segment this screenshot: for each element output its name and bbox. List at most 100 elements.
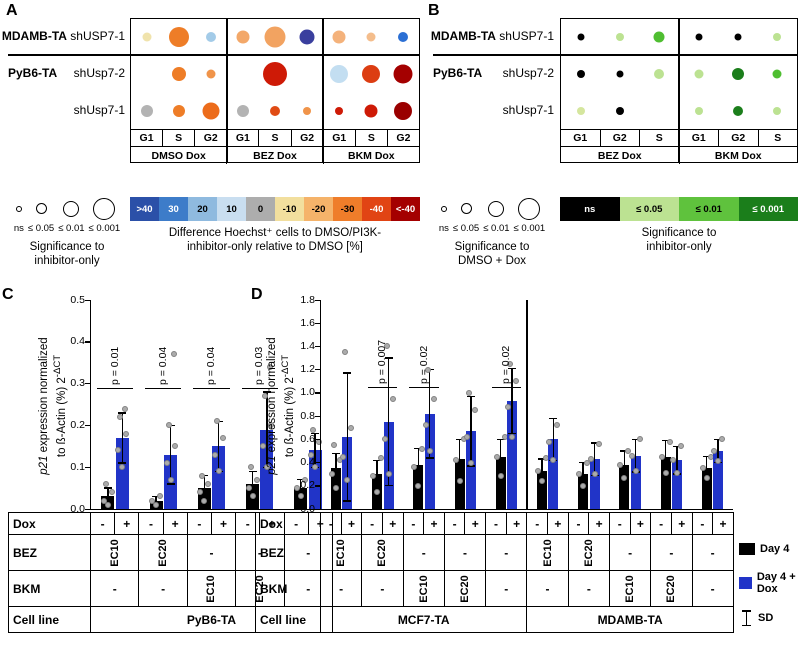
y-axis-tick (84, 341, 90, 343)
error-bar-cap (262, 391, 271, 393)
data-bubble (694, 106, 703, 115)
condition-cell: - (186, 512, 212, 535)
data-point (253, 476, 260, 483)
data-point (122, 405, 129, 412)
condition-cell: + (464, 512, 487, 535)
data-point (213, 418, 220, 425)
bar-day4-dox (589, 459, 600, 509)
sd-icon-cap-bottom (741, 624, 751, 626)
data-point (621, 474, 628, 481)
table-row: Cell line MCF7-TA MDAMB-TA (255, 606, 734, 633)
circle-wrap (518, 196, 541, 221)
data-point (385, 471, 392, 478)
colorbar-segment: 30 (159, 197, 188, 221)
table-row: BKM - - EC10 EC20- - - EC10 EC20- (255, 570, 734, 607)
data-bubble (142, 32, 152, 42)
y-axis-label-line1: p21 expression normalized (266, 337, 278, 475)
p-value-label: p = 0.01 (108, 346, 121, 385)
data-bubble (772, 69, 782, 79)
data-point (628, 452, 635, 459)
error-bar-cap (311, 433, 320, 435)
y-axis-tick (314, 462, 320, 464)
error-bar (593, 442, 596, 476)
data-bubble (141, 104, 153, 117)
condition-cell: - (485, 512, 507, 535)
error-bar-cap (166, 483, 175, 485)
panel-b-label: B (428, 2, 440, 19)
condition-cell: - (443, 534, 487, 571)
y-tick-label: 0.8 (300, 409, 315, 422)
condition-cell: - (691, 570, 734, 607)
error-bar-cap (331, 452, 340, 454)
y-axis-tick (314, 415, 320, 417)
significance-circle (440, 205, 447, 212)
data-point (389, 395, 396, 402)
condition-cell: - (138, 570, 188, 607)
bar-day4-dox (671, 460, 682, 509)
rotated-ec-label: EC10 (624, 574, 637, 603)
error-bar-cap (296, 479, 305, 481)
phase-header: G1 (226, 130, 258, 146)
phase-header: S (162, 130, 194, 146)
day4-swatch (739, 543, 755, 555)
data-bubble (616, 106, 624, 115)
y-tick-label: 0.0 (70, 502, 85, 515)
error-bar-cap (714, 438, 723, 441)
data-bubble (303, 106, 311, 115)
error-bar-cap (384, 485, 393, 487)
error-bar-cap (508, 432, 517, 435)
data-bubble (264, 26, 286, 48)
data-bubble (773, 106, 782, 115)
error-bar (335, 453, 337, 484)
exponent: -ΔCT (279, 354, 291, 378)
colorbar-segment: ≤ 0.01 (679, 197, 739, 221)
size-legend-item: ≤ 0.001 (514, 196, 545, 234)
data-point (171, 443, 178, 450)
condition-table-d: Dox - + - + - + - + - + - + - + - + - + - + BEZ EC10 EC20- - - EC1… (255, 512, 734, 633)
error-bar (635, 439, 637, 472)
bar-day4 (495, 456, 506, 509)
colorbar-segment: -40 (362, 197, 391, 221)
phase-header: G1 (573, 132, 588, 144)
condition-cell: - (608, 534, 652, 571)
data-bubble (263, 62, 287, 86)
phase-header: S (757, 130, 798, 146)
matrix-row-label: MDAMB-TA shUSP7-1 (431, 18, 554, 55)
bar-day4-dox (465, 431, 476, 509)
data-point (662, 470, 669, 476)
condition-cell: - (650, 512, 672, 535)
error-bar-cap (414, 447, 423, 450)
condition-cell: MDAMB-TA (526, 606, 734, 633)
data-point (267, 422, 274, 429)
treatment-header: BKM Dox (678, 147, 798, 164)
data-point (625, 447, 632, 454)
error-bar-cap (590, 442, 599, 444)
data-point (215, 468, 222, 475)
bar-chart-d: 0.0 0.2 0.4 0.6 0.8 1.0 1.2 1.4 1.6 1.8 p = 0.007 p… (300, 294, 733, 515)
y-axis-tick (314, 508, 320, 510)
treatment-header: BEZ Dox (226, 147, 322, 164)
caption-line: Significance to (29, 241, 105, 253)
error-bar (470, 396, 472, 467)
circle-wrap (15, 196, 22, 221)
caption-line: Significance to (641, 227, 717, 239)
knockdown-name: shUSP7-1 (499, 29, 554, 44)
size-legend-item: ≤ 0.05 (28, 196, 54, 234)
difference-colorbar-caption: Difference Hoechst⁺ cells to DMSO/PI3K- … (130, 226, 420, 255)
data-point (330, 442, 337, 449)
data-bubble (364, 104, 378, 118)
data-point (261, 393, 268, 400)
data-point (100, 497, 107, 504)
data-point (699, 465, 706, 472)
panel-b-row-divider (433, 54, 798, 56)
row-header: Dox (255, 512, 321, 535)
data-point (617, 461, 624, 468)
data-point (340, 453, 347, 460)
significance-circle (63, 200, 80, 217)
data-point (149, 497, 156, 504)
data-point (715, 458, 722, 465)
gene-name-italic: p21 (266, 455, 278, 475)
row-header: BEZ (8, 534, 91, 571)
condition-cell: + (670, 512, 693, 535)
